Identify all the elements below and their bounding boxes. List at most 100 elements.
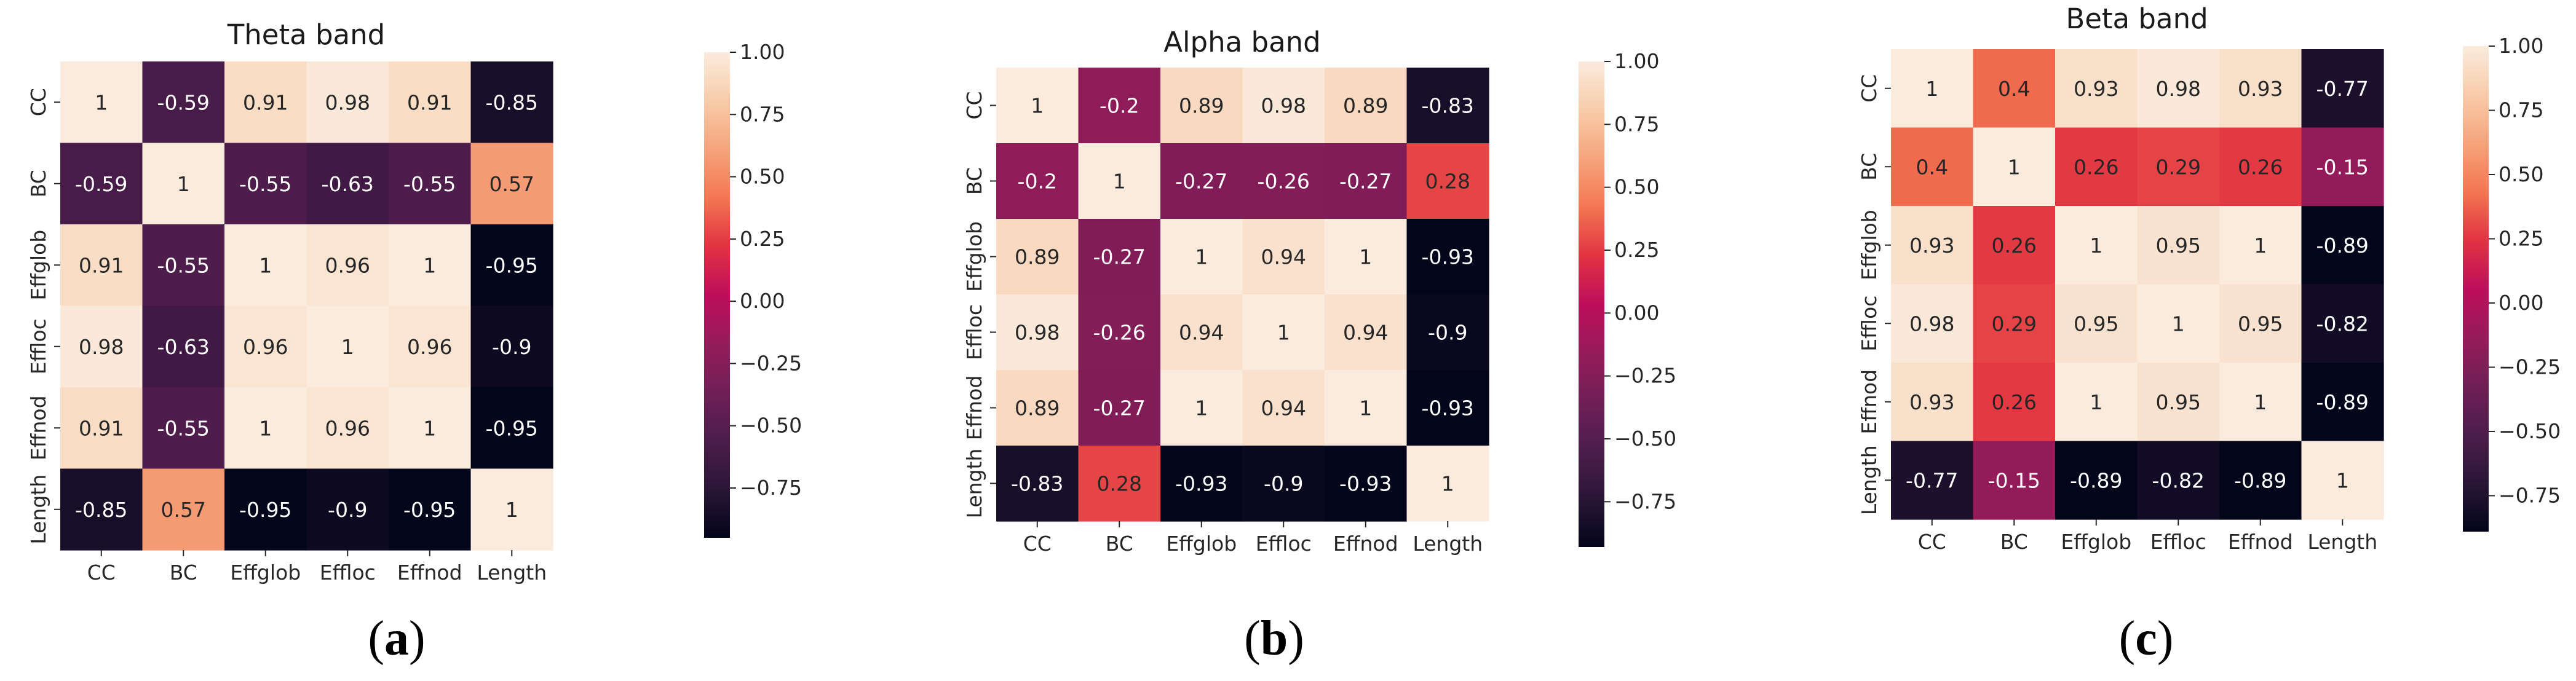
cell-value-label: -0.89 (2234, 468, 2286, 492)
x-tick-label: BC (170, 561, 197, 585)
cell-value-label: 0.93 (2074, 77, 2118, 101)
heatmap-cell (142, 305, 225, 388)
cell-value-label: 0.96 (325, 253, 370, 277)
cell-value-label: 0.93 (2238, 77, 2283, 101)
heatmap-cell (1160, 143, 1243, 219)
y-tick-label: Length (26, 474, 50, 545)
cell-value-label: 1 (259, 253, 272, 277)
cell-value-label: 1 (1195, 245, 1208, 269)
cell-value-label: 0.26 (1992, 234, 2037, 258)
heatmap-cell (2301, 206, 2384, 285)
heatmap-cell (1973, 363, 2056, 442)
cell-value-label: 0.93 (1909, 390, 1954, 414)
cell-value-label: 0.98 (1261, 94, 1306, 118)
heatmap-cell (1160, 370, 1243, 446)
heatmap-cell (1242, 294, 1325, 371)
cell-value-label: -0.63 (322, 172, 374, 196)
colorbar-gradient (1579, 61, 1604, 547)
heatmap-cell (2301, 49, 2384, 128)
heatmap-cell (224, 305, 307, 388)
heatmap-cell (2219, 127, 2302, 207)
y-tick-label: BC (962, 167, 986, 195)
heatmap-cell (470, 468, 553, 551)
cell-value-label: 0.91 (79, 253, 124, 277)
cell-value-label: 1 (2090, 390, 2102, 414)
heatmap-cell (2219, 363, 2302, 442)
x-tick-label: Effloc (320, 561, 376, 585)
heatmap-title: Beta band (2066, 2, 2208, 35)
cell-value-label: 0.95 (2238, 312, 2283, 336)
heatmap-cell (470, 143, 553, 225)
heatmap-cell (1406, 446, 1489, 522)
panel-label-letter: c (2135, 612, 2157, 666)
cell-value-label: -0.89 (2316, 390, 2369, 414)
heatmap-cell (1973, 127, 2056, 207)
heatmap-cell (1160, 294, 1243, 371)
heatmap-cell (470, 61, 553, 144)
colorbar-tick-label: −0.25 (740, 351, 802, 375)
heatmap-cell (306, 305, 389, 388)
x-tick-label: CC (1918, 530, 1946, 554)
x-tick-label: Effglob (2061, 530, 2131, 554)
cell-value-label: -0.55 (403, 172, 456, 196)
y-tick-label: Length (962, 449, 986, 519)
colorbar-tick-label: −0.50 (740, 414, 802, 438)
colorbar-tick-label: 0.00 (2499, 291, 2543, 315)
heatmap-cell (1325, 219, 1408, 295)
heatmap-cell (2219, 284, 2302, 363)
heatmap-cell (1242, 143, 1325, 219)
heatmap-cell (2055, 284, 2138, 363)
cell-value-label: -0.93 (1422, 245, 1474, 269)
panel-alpha: Alpha band 1 -0.2 0.89 0.98 0.89 -0.83 -0.2 1 -0… (962, 26, 1676, 666)
cell-value-label: 0.98 (325, 90, 370, 114)
cell-value-label: -0.9 (328, 498, 367, 522)
cell-value-label: 0.91 (79, 416, 124, 440)
heatmap-cell (2137, 363, 2220, 442)
heatmap-cell (1242, 370, 1325, 446)
cell-value-label: 0.96 (325, 416, 370, 440)
heatmap-cell (470, 305, 553, 388)
heatmap-cell (1242, 219, 1325, 295)
heatmap-cell (2137, 206, 2220, 285)
cell-value-label: -0.26 (1258, 170, 1310, 194)
heatmap-cell (1891, 49, 1974, 128)
heatmap-cell (389, 61, 472, 144)
y-tick-label: Length (1857, 445, 1881, 515)
cell-value-label: 0.94 (1179, 321, 1224, 345)
cell-value-label: 0.57 (161, 498, 206, 522)
cell-value-label: -0.27 (1339, 170, 1392, 194)
cell-value-label: 1 (1031, 94, 1044, 118)
colorbar-tick-label: 1.00 (740, 40, 785, 64)
panel-label: (b) (1244, 612, 1304, 666)
cell-value-label: -0.89 (2316, 234, 2369, 258)
heatmap-cell (2137, 441, 2220, 520)
cell-value-label: -0.9 (1428, 321, 1467, 345)
heatmap-cell (142, 387, 225, 470)
colorbar-tick-label: 0.75 (1614, 112, 1659, 136)
colorbar: 1.00 0.75 0.50 0.25 0.00 −0.25 −0.50 −0.75 (704, 40, 802, 538)
cell-value-label: 1 (423, 253, 436, 277)
cell-value-label: 1 (1925, 77, 1938, 101)
heatmap-title: Alpha band (1163, 26, 1320, 58)
x-tick-label: Effloc (2150, 530, 2206, 554)
cell-value-label: 0.91 (243, 90, 288, 114)
cell-value-label: -0.83 (1011, 472, 1063, 496)
heatmap-cell (2137, 127, 2220, 207)
heatmap-cell (142, 224, 225, 307)
heatmap-cell (1078, 294, 1161, 371)
cell-value-label: -0.77 (2316, 77, 2369, 101)
cell-value-label: -0.59 (157, 90, 210, 114)
cell-value-label: -0.95 (486, 416, 538, 440)
x-tick-label: Effglob (230, 561, 301, 585)
x-tick-label: Effglob (1166, 532, 1237, 556)
heatmap-cell (60, 61, 143, 144)
cell-value-label: 0.98 (1909, 312, 1954, 336)
cell-value-label: 1 (1113, 170, 1126, 194)
cell-value-label: 0.95 (2156, 234, 2201, 258)
heatmap-cell (1891, 363, 1974, 442)
cell-value-label: 1 (1359, 396, 1372, 420)
cell-value-label: 0.89 (1179, 94, 1224, 118)
colorbar-tick-label: 0.50 (1614, 175, 1659, 199)
x-tick-label: Effnod (1333, 532, 1398, 556)
heatmap-cell (2137, 284, 2220, 363)
